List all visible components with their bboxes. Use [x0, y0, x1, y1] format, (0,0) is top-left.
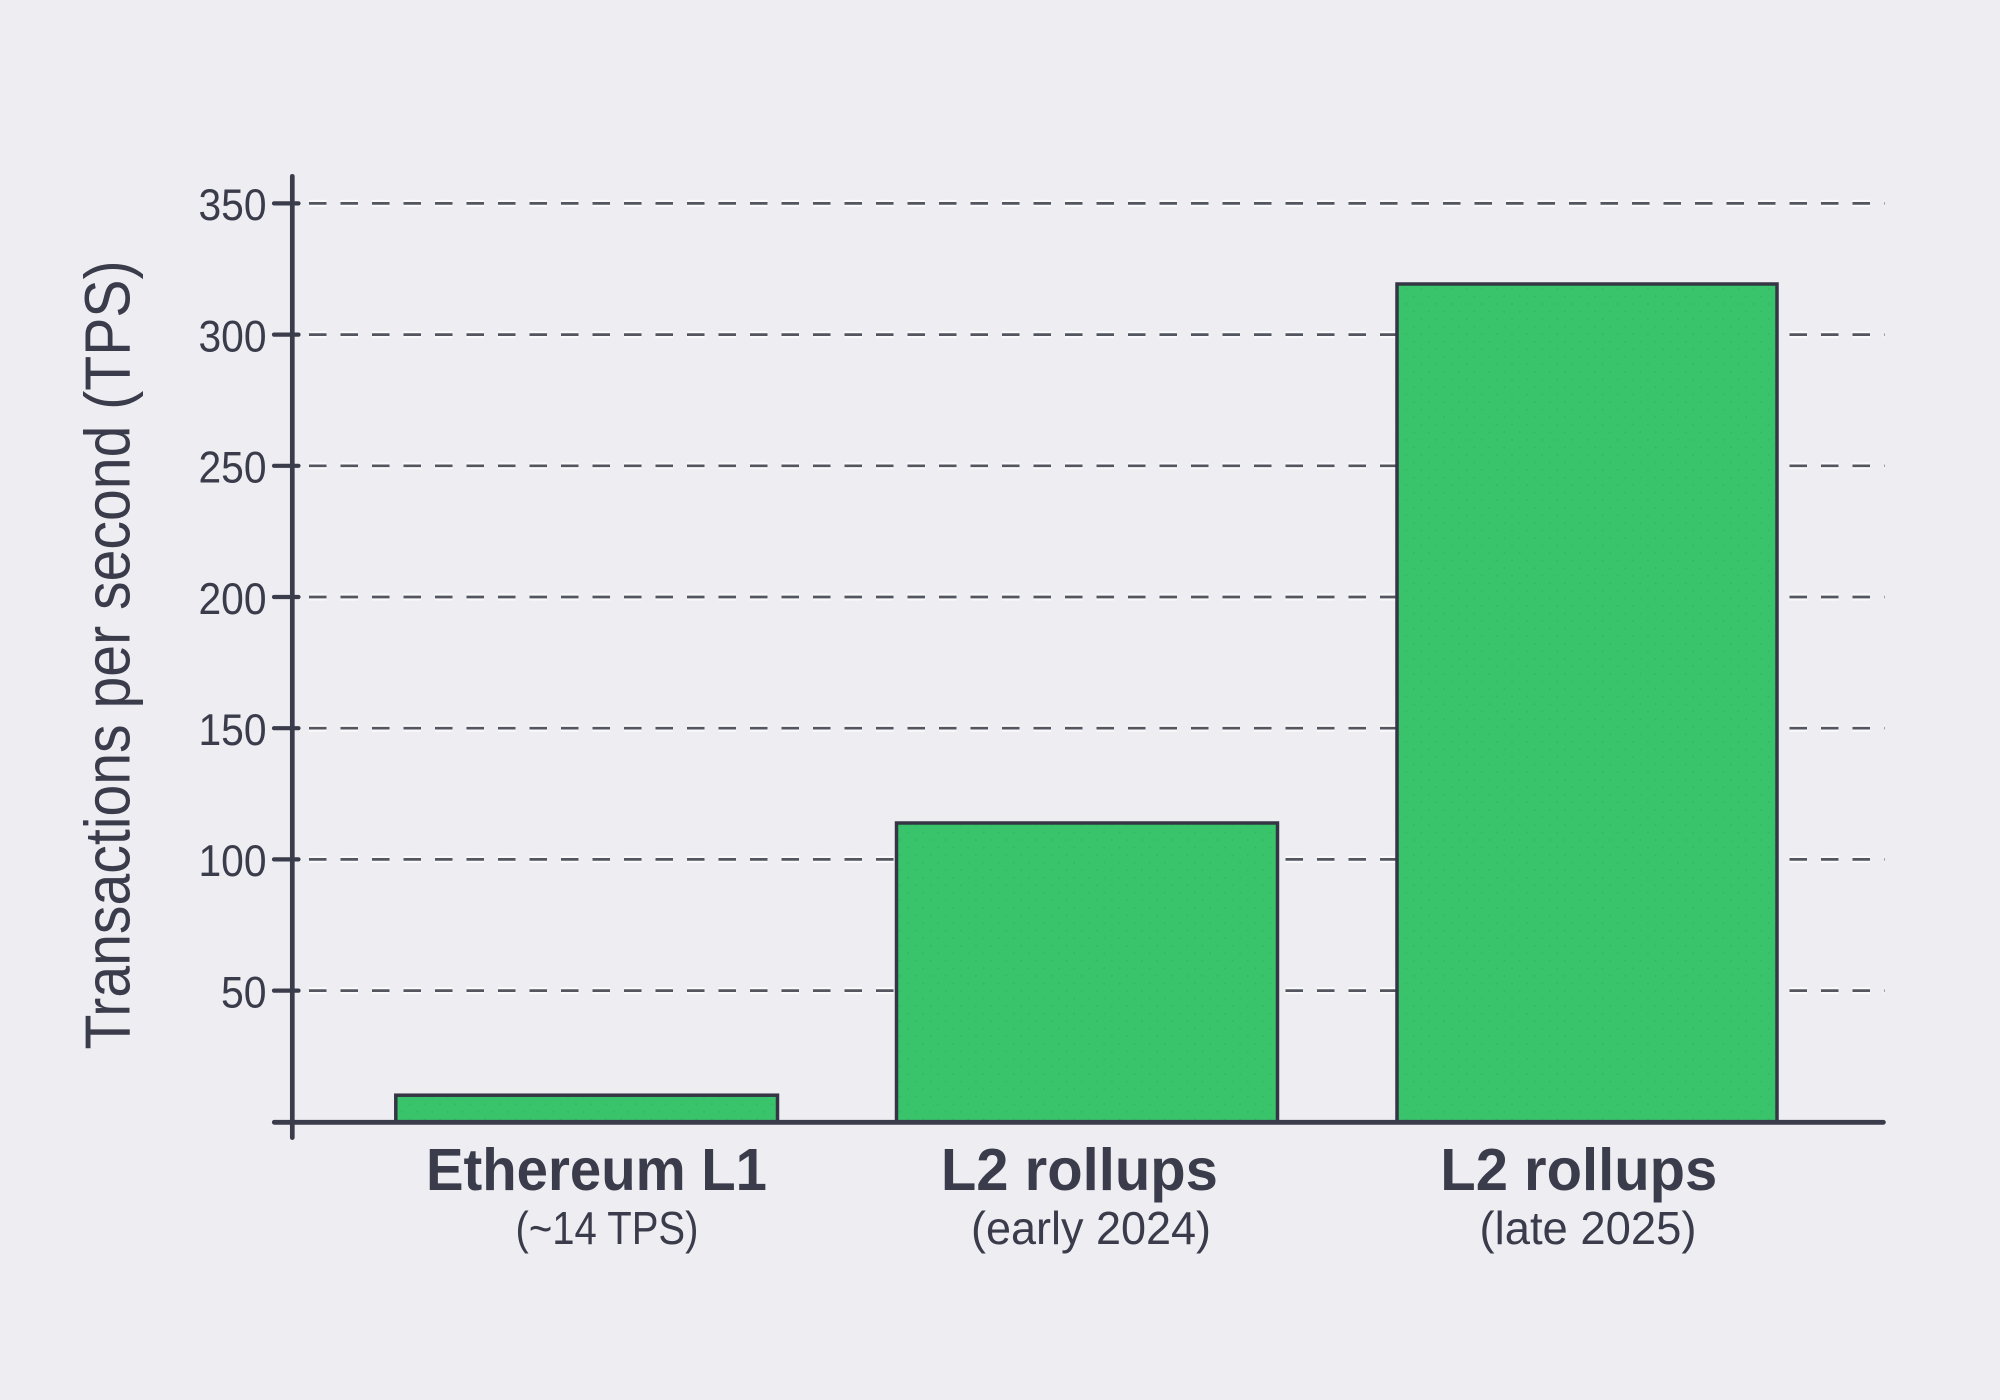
svg-text:250: 250 [199, 444, 267, 493]
svg-text:Ethereum L1: Ethereum L1 [426, 1137, 767, 1203]
svg-text:(late 2025): (late 2025) [1480, 1202, 1697, 1254]
svg-text:300: 300 [199, 312, 267, 361]
svg-text:150: 150 [199, 706, 267, 755]
svg-text:350: 350 [199, 181, 267, 230]
svg-text:(early 2024): (early 2024) [971, 1202, 1211, 1254]
svg-text:50: 50 [221, 968, 267, 1017]
svg-text:L2 rollups: L2 rollups [1440, 1137, 1717, 1203]
svg-text:Transactions per second (TPS): Transactions per second (TPS) [72, 261, 144, 1050]
svg-text:100: 100 [199, 837, 267, 886]
svg-text:200: 200 [199, 575, 267, 624]
svg-text:(~14 TPS): (~14 TPS) [516, 1202, 699, 1254]
svg-text:L2 rollups: L2 rollups [941, 1137, 1218, 1203]
